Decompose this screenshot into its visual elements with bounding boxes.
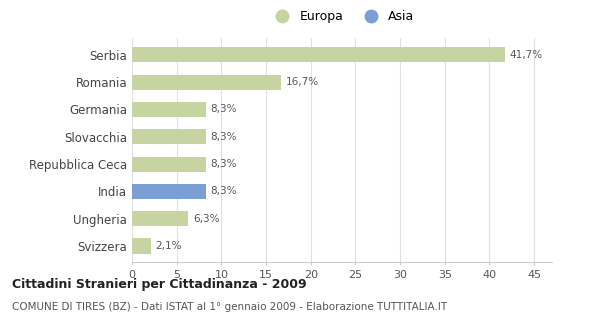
Bar	[132, 102, 206, 117]
Bar	[132, 129, 206, 144]
Text: 41,7%: 41,7%	[509, 50, 542, 60]
Bar	[132, 211, 188, 226]
Text: 8,3%: 8,3%	[211, 132, 237, 142]
Text: 8,3%: 8,3%	[211, 159, 237, 169]
Bar	[132, 238, 151, 253]
Text: COMUNE DI TIRES (BZ) - Dati ISTAT al 1° gennaio 2009 - Elaborazione TUTTITALIA.I: COMUNE DI TIRES (BZ) - Dati ISTAT al 1° …	[12, 302, 447, 312]
Bar	[132, 184, 206, 199]
Bar	[132, 75, 281, 90]
Text: 2,1%: 2,1%	[155, 241, 182, 251]
Bar	[132, 47, 505, 62]
Legend: Europa, Asia: Europa, Asia	[269, 10, 415, 23]
Text: Cittadini Stranieri per Cittadinanza - 2009: Cittadini Stranieri per Cittadinanza - 2…	[12, 278, 307, 291]
Bar	[132, 156, 206, 172]
Text: 6,3%: 6,3%	[193, 214, 219, 224]
Text: 16,7%: 16,7%	[286, 77, 319, 87]
Text: 8,3%: 8,3%	[211, 186, 237, 196]
Text: 8,3%: 8,3%	[211, 104, 237, 115]
